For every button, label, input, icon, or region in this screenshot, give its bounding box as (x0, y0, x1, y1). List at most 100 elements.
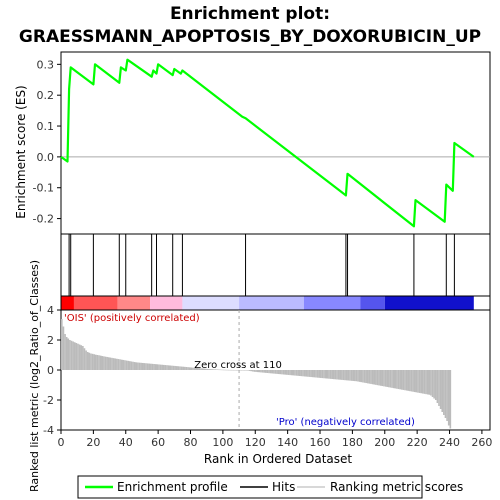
metric-bar (140, 362, 142, 370)
metric-bar (400, 370, 403, 390)
metric-bar (436, 370, 439, 403)
metric-bar (394, 370, 397, 389)
metric-bar (316, 370, 319, 378)
metric-bar (132, 361, 134, 370)
x-axis-label: Rank in Ordered Dataset (204, 452, 352, 466)
metric-bar (143, 363, 146, 370)
metric-bar (169, 365, 172, 370)
metric-bar (201, 368, 204, 370)
hits-panel (60, 233, 491, 297)
legend-label: Enrichment profile (117, 480, 228, 494)
metric-bar (222, 369, 225, 371)
metric-bar (146, 363, 149, 370)
metric-bar (94, 354, 97, 370)
metric-bar (363, 370, 366, 383)
metric-bar (413, 370, 416, 393)
metric-bar (423, 370, 426, 394)
metric-bar (106, 356, 108, 370)
metric-bar (444, 370, 447, 418)
metric-bar (205, 368, 207, 370)
metric-bar (90, 353, 92, 370)
metric-bar (332, 370, 335, 380)
x-tick-label: 160 (310, 436, 331, 449)
metric-bar (274, 370, 277, 374)
es-y-tick-label: 0.2 (37, 89, 55, 102)
metric-bar (434, 370, 437, 400)
metric-bar (125, 360, 128, 370)
metric-bar (376, 370, 379, 386)
metric-bar (247, 370, 249, 371)
es-y-tick-label: -0.2 (33, 213, 54, 226)
es-y-tick-label: 0.3 (37, 58, 55, 71)
metric-bar (133, 362, 136, 370)
metric-bar (200, 368, 202, 370)
metric-bar (151, 363, 154, 370)
zero-cross-label: Zero cross at 110 (194, 360, 282, 371)
metric-bar (258, 370, 261, 373)
metric-bar (305, 370, 308, 377)
metric-bar (339, 370, 342, 380)
enrichment-profile-line (60, 58, 475, 228)
metric-bar (98, 355, 100, 370)
metric-bar (297, 370, 299, 376)
metric-bar (61, 319, 63, 370)
metric-bar (174, 365, 176, 370)
metric-bar (150, 363, 152, 370)
metric-bar (93, 354, 95, 370)
heatmap-segment (61, 296, 74, 310)
metric-bar (281, 370, 283, 375)
metric-bar (128, 361, 131, 370)
metric-bar (227, 369, 230, 371)
x-tick-label: 260 (471, 436, 492, 449)
x-tick-label: 100 (212, 436, 233, 449)
metric-bar (334, 370, 337, 380)
metric-bar (357, 370, 359, 382)
metric-bar (261, 370, 264, 373)
metric-y-tick-label: 4 (47, 304, 54, 317)
metric-bar (441, 370, 444, 412)
metric-bar (159, 364, 162, 370)
metric-bar (277, 370, 280, 375)
x-tick-label: 20 (86, 436, 100, 449)
metric-bar (255, 370, 257, 372)
metric-bar (148, 363, 151, 370)
metric-bar (266, 370, 269, 373)
metric-bar (289, 370, 291, 376)
metric-bar (263, 370, 265, 373)
metric-bar (116, 358, 118, 370)
x-tick-label: 240 (439, 436, 460, 449)
heatmap-segment (303, 296, 361, 310)
metric-bar (161, 364, 163, 370)
metric-bar (198, 368, 201, 370)
metric-bar (213, 369, 215, 370)
metric-bar (447, 370, 450, 426)
metric-bar (99, 355, 102, 370)
metric-bar (180, 366, 183, 370)
metric-bar (392, 370, 395, 389)
metric-bar (240, 370, 243, 371)
metric-bar (420, 370, 423, 394)
metric-bar (182, 366, 185, 370)
metric-bar (166, 365, 168, 370)
metric-bar (282, 370, 285, 375)
metric-bar (70, 340, 73, 370)
metric-bar (193, 367, 196, 370)
metric-bar (112, 358, 115, 370)
metric-bar (211, 369, 214, 370)
metric-bar (135, 362, 138, 370)
metric-bar (122, 359, 125, 370)
metric-bar (104, 356, 107, 370)
metric-bar (230, 369, 233, 371)
metric-bar (111, 357, 113, 370)
metric-bar (417, 370, 419, 393)
metric-bar (336, 370, 338, 380)
metric-bar (237, 369, 240, 371)
metric-bar (171, 365, 173, 370)
metric-bar (164, 365, 167, 370)
metric-bar (378, 370, 380, 386)
metric-bar (443, 370, 445, 415)
metric-bar (313, 370, 316, 378)
metric-bar (224, 369, 227, 371)
metric-bar (218, 369, 220, 371)
